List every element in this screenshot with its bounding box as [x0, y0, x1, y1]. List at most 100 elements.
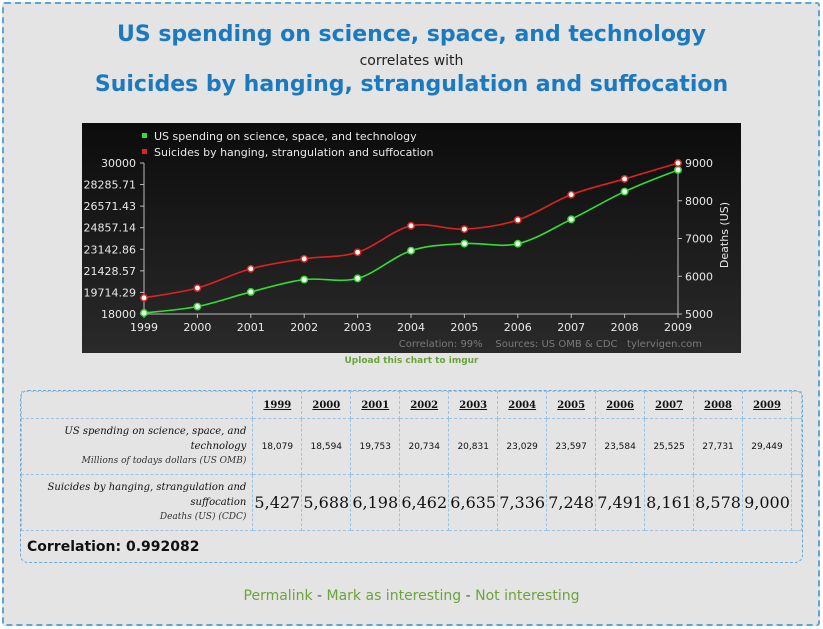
data-point-suicides: [674, 159, 682, 167]
x-tick-label: 2008: [611, 321, 639, 334]
legend-label-spending: US spending on science, space, and techn…: [154, 130, 417, 143]
data-table-box: 1999 2000 2001 2002 2003 2004 2005 2006 …: [20, 390, 803, 563]
suicides-value: 8,578: [693, 474, 744, 531]
data-point-suicides: [140, 293, 148, 302]
data-point-suicides: [353, 248, 362, 257]
year-header: 2007: [644, 391, 695, 419]
link-separator: -: [312, 588, 327, 604]
x-tick-label: 1999: [130, 321, 158, 334]
correlation-chart: 18000 19714.29 21428.57 23142.86 24857.14 265…: [82, 123, 741, 353]
suicides-value: 7,491: [595, 474, 646, 531]
right-tick-label: 6000: [685, 270, 713, 283]
spending-value: 23,597: [546, 418, 597, 475]
year-header: 2002: [399, 391, 450, 419]
suicides-value: 5,427: [252, 474, 303, 531]
x-tick-label: 2009: [664, 321, 692, 334]
year-header: 2005: [546, 391, 597, 419]
right-tick-label: 5000: [685, 308, 713, 321]
spending-value: 20,831: [448, 418, 499, 475]
spending-value: 19,753: [350, 418, 401, 475]
table-row: Suicides by hanging, strangulation and s…: [20, 474, 802, 531]
spending-value: 27,731: [693, 418, 744, 475]
legend-label-suicides: Suicides by hanging, strangulation and s…: [154, 146, 433, 159]
left-tick-label: 21428.57: [84, 265, 137, 278]
chart-title-variable-1: US spending on science, space, and techn…: [116, 22, 707, 47]
data-point-suicides: [193, 284, 202, 292]
x-tick-label: 2005: [450, 321, 478, 334]
x-tick-label: 2006: [504, 321, 532, 334]
data-point-suicides: [567, 190, 576, 199]
left-tick-label: 24857.14: [84, 222, 137, 235]
data-point-spending: [246, 287, 255, 296]
suicides-value: 6,462: [399, 474, 450, 531]
data-point-spending: [407, 246, 415, 255]
right-axis-label: Deaths (US): [718, 202, 731, 268]
data-point-spending: [567, 215, 576, 224]
x-tick-label: 2003: [344, 321, 372, 334]
year-header: 2004: [497, 391, 548, 419]
spending-value: 29,449: [742, 418, 792, 475]
year-header: 2001: [350, 391, 401, 419]
correlates-with-text: correlates with: [359, 53, 464, 69]
year-header: 2003: [448, 391, 499, 419]
data-point-spending: [674, 165, 682, 174]
upload-to-imgur-link[interactable]: Upload this chart to imgur: [344, 356, 479, 366]
year-header: 2009: [742, 391, 792, 419]
spending-value: 20,734: [399, 418, 450, 475]
action-links: Permalink - Mark as interesting - Not in…: [0, 588, 823, 604]
legend-swatch-suicides: [142, 149, 147, 154]
data-table: 1999 2000 2001 2002 2003 2004 2005 2006 …: [20, 391, 802, 531]
spending-value: 18,594: [301, 418, 352, 475]
data-point-suicides: [300, 254, 309, 263]
suicides-value: 6,635: [448, 474, 499, 531]
x-tick-label: 2000: [183, 321, 211, 334]
chart-legend: US spending on science, space, and techn…: [142, 130, 433, 159]
data-point-spending: [140, 309, 148, 317]
right-tick-label: 9000: [685, 157, 713, 170]
data-point-suicides: [513, 216, 522, 224]
suicides-value: 9,000: [742, 474, 792, 531]
right-tick-label: 8000: [685, 195, 713, 208]
year-header: 1999: [252, 391, 303, 419]
data-point-spending: [513, 239, 522, 248]
correlation-value: Correlation: 0.992082: [27, 539, 200, 555]
spending-value: 18,079: [252, 418, 303, 475]
data-point-spending: [460, 239, 469, 248]
spending-value: 23,584: [595, 418, 646, 475]
x-tick-label: 2002: [290, 321, 318, 334]
mark-interesting-link[interactable]: Mark as interesting: [326, 588, 462, 604]
spending-value: 25,525: [644, 418, 695, 475]
suicides-value: 5,688: [301, 474, 352, 531]
row-label-units: Millions of todays dollars (US OMB): [81, 456, 247, 466]
data-point-spending: [193, 302, 202, 311]
left-tick-label: 19714.29: [84, 286, 137, 299]
left-tick-label: 28285.71: [84, 179, 137, 192]
suicides-value: 7,336: [497, 474, 548, 531]
chart-title-variable-2: Suicides by hanging, strangulation and s…: [94, 72, 729, 97]
row-label-text: Suicides by hanging, strangulation and s…: [47, 482, 247, 508]
x-tick-label: 2007: [557, 321, 585, 334]
year-header: 2006: [595, 391, 646, 419]
table-corner-cell: [20, 391, 254, 419]
data-point-suicides: [246, 264, 255, 273]
permalink-link[interactable]: Permalink: [243, 588, 313, 604]
data-point-spending: [620, 187, 629, 196]
data-point-suicides: [460, 225, 469, 234]
link-separator: -: [461, 588, 476, 604]
data-point-spending: [353, 274, 362, 283]
year-header: 2008: [693, 391, 744, 419]
suicides-value: 7,248: [546, 474, 597, 531]
left-tick-label: 23142.86: [84, 243, 137, 256]
spending-value: 23,029: [497, 418, 548, 475]
suicides-value: 6,198: [350, 474, 401, 531]
row-label-text: US spending on science, space, and techn…: [64, 426, 247, 452]
row-label-spending: US spending on science, space, and techn…: [20, 418, 254, 475]
not-interesting-link[interactable]: Not interesting: [475, 588, 580, 604]
legend-swatch-spending: [142, 133, 147, 138]
year-header: 2000: [301, 391, 352, 419]
data-point-suicides: [620, 174, 629, 183]
data-point-suicides: [407, 221, 415, 230]
data-point-spending: [300, 275, 309, 284]
right-tick-label: 7000: [685, 233, 713, 246]
x-tick-label: 2004: [397, 321, 425, 334]
